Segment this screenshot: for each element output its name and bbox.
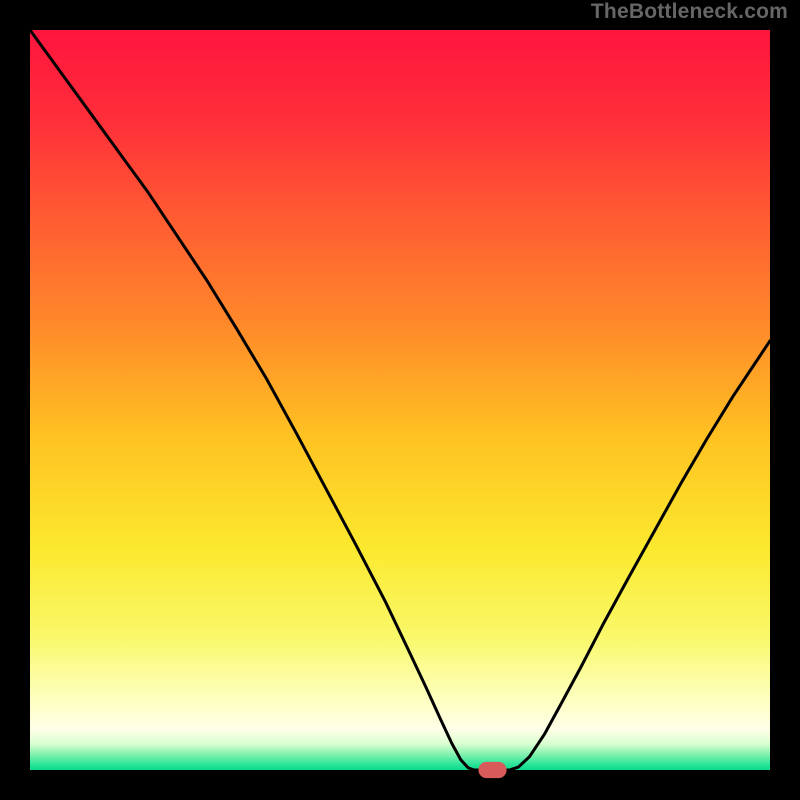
- chart-svg: [0, 0, 800, 800]
- bottleneck-chart: TheBottleneck.com: [0, 0, 800, 800]
- gradient-plot-area: [30, 30, 770, 770]
- optimal-marker: [478, 762, 506, 778]
- watermark-text: TheBottleneck.com: [591, 0, 788, 24]
